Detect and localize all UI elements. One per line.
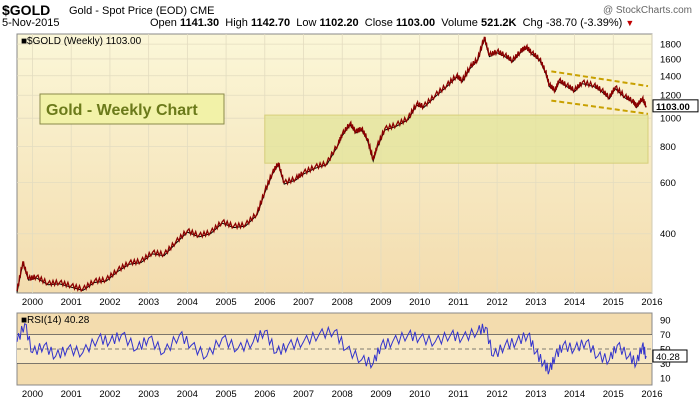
- rsi-x-tick-label: 2004: [177, 389, 198, 400]
- rsi-x-tick-label: 2003: [138, 389, 159, 400]
- rsi-y-tick-label: 90: [660, 316, 671, 327]
- support-zone-box: [264, 114, 649, 164]
- channel-lower-line: [551, 99, 649, 115]
- open-label: Open: [150, 17, 177, 29]
- price-y-tick-label: 400: [660, 229, 676, 240]
- price-series-line: [16, 36, 647, 293]
- price-x-tick-label: 2005: [216, 297, 237, 308]
- rsi-y-tick-label: 10: [660, 373, 671, 384]
- rsi-x-tick-label: 2000: [22, 389, 43, 400]
- high-label: High: [225, 17, 248, 29]
- exchange-label: CME: [190, 5, 215, 17]
- price-last-value-label: 1103.00: [656, 102, 690, 113]
- description-text: Gold - Spot Price (EOD): [69, 5, 187, 17]
- rsi-x-tick-label: 2015: [603, 389, 624, 400]
- rsi-x-tick-label: 2009: [370, 389, 391, 400]
- low-label: Low: [296, 17, 317, 29]
- close-label: Close: [364, 17, 393, 29]
- price-x-tick-label: 2006: [254, 297, 275, 308]
- rsi-x-tick-label: 2005: [216, 389, 237, 400]
- rsi-x-tick-label: 2011: [448, 389, 468, 400]
- chg-label: Chg: [522, 17, 543, 29]
- watermark: @ StockCharts.com: [602, 5, 692, 16]
- rsi-last-value-box: [652, 349, 688, 363]
- price-y-tick-label: 800: [660, 142, 676, 153]
- rsi-x-tick-label: 2001: [61, 389, 82, 400]
- high-value: 1142.70: [250, 17, 291, 29]
- price-x-tick-label: 2011: [448, 297, 468, 308]
- price-y-tick-label: 1200: [660, 91, 681, 102]
- price-x-tick-label: 2003: [138, 297, 159, 308]
- symbol-label: $GOLD: [2, 2, 51, 18]
- price-last-value-box: [652, 99, 699, 113]
- price-x-tick-label: 2001: [61, 297, 82, 308]
- rsi-y-tick-label: 30: [660, 359, 671, 370]
- price-x-tick-label: 2009: [370, 297, 391, 308]
- rsi-x-tick-label: 2002: [99, 389, 120, 400]
- rsi-y-tick-label: 70: [660, 330, 671, 341]
- price-x-tick-label: 2010: [409, 297, 430, 308]
- price-legend: ■$GOLD (Weekly) 1103.00: [21, 36, 142, 47]
- price-y-tick-label: 1400: [660, 71, 681, 82]
- rsi-x-tick-label: 2010: [409, 389, 430, 400]
- rsi-x-tick-label: 2007: [293, 389, 314, 400]
- price-x-tick-label: 2015: [603, 297, 624, 308]
- rsi-x-tick-label: 2008: [332, 389, 353, 400]
- price-x-tick-label: 2016: [641, 297, 662, 308]
- annotation-box: [39, 93, 225, 125]
- price-x-tick-label: 2007: [293, 297, 314, 308]
- ohlc-values: Open 1141.30 High 1142.70 Low 1102.20 Cl…: [150, 17, 634, 29]
- low-value: 1102.20: [319, 17, 359, 29]
- volume-value: 521.2K: [481, 17, 517, 29]
- price-x-tick-label: 2014: [564, 297, 585, 308]
- quote-bar: 5-Nov-2015 Open 1141.30 High 1142.70 Low…: [0, 17, 700, 31]
- chg-value: -38.70 (-3.39%): [545, 17, 623, 29]
- channel-upper-line: [551, 70, 649, 88]
- rsi-x-tick-label: 2016: [641, 389, 662, 400]
- quote-date: 5-Nov-2015: [2, 17, 60, 29]
- price-y-tick-label: 600: [660, 178, 676, 189]
- price-y-tick-label: 1600: [660, 54, 681, 65]
- symbol-description: Gold - Spot Price (EOD) CME: [69, 5, 215, 17]
- rsi-last-value-label: 40.28: [656, 352, 680, 363]
- price-x-tick-label: 2000: [22, 297, 43, 308]
- rsi-x-tick-label: 2012: [487, 389, 508, 400]
- down-arrow-icon: ▼: [625, 18, 635, 28]
- rsi-x-tick-label: 2013: [525, 389, 546, 400]
- rsi-legend: ■RSI(14) 40.28: [21, 315, 90, 326]
- price-x-tick-label: 2002: [99, 297, 120, 308]
- price-y-tick-label: 1800: [660, 40, 681, 51]
- annotation-label: Gold - Weekly Chart: [46, 102, 198, 119]
- price-x-tick-label: 2004: [177, 297, 198, 308]
- close-value: 1103.00: [395, 17, 436, 29]
- price-x-tick-label: 2012: [487, 297, 508, 308]
- rsi-x-tick-label: 2014: [564, 389, 585, 400]
- price-x-tick-label: 2013: [525, 297, 546, 308]
- price-x-tick-label: 2008: [332, 297, 353, 308]
- volume-label: Volume: [441, 17, 478, 29]
- chart-header: $GOLD Gold - Spot Price (EOD) CME @ Stoc…: [0, 2, 700, 18]
- rsi-series-line: [16, 323, 647, 375]
- price-y-tick-label: 1000: [660, 114, 681, 125]
- rsi-x-tick-label: 2006: [254, 389, 275, 400]
- open-value: 1141.30: [179, 17, 220, 29]
